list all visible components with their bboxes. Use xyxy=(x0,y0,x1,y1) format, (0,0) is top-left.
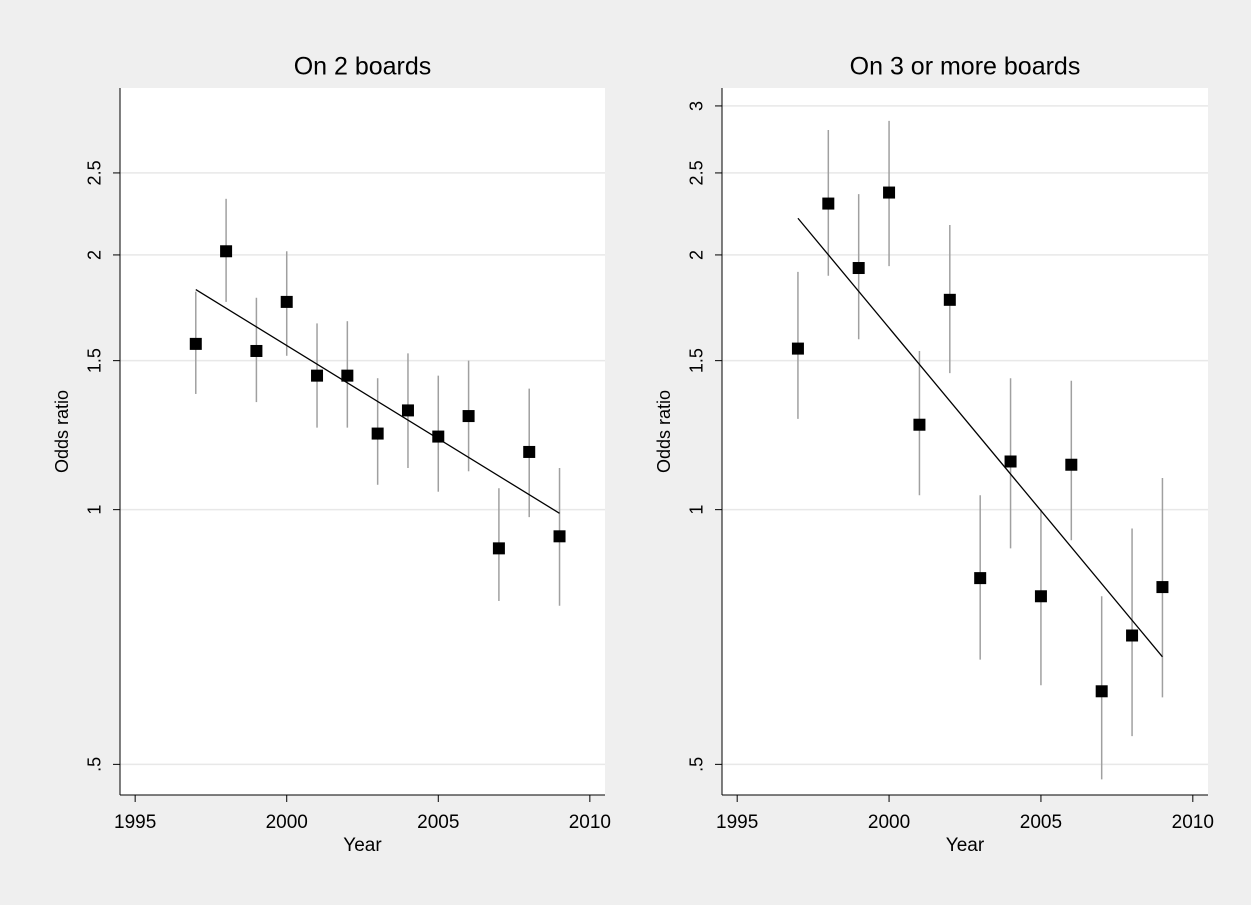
y-tick-label: 1.5 xyxy=(687,348,707,373)
marker xyxy=(1126,629,1139,642)
y-tick-label: 2.5 xyxy=(85,160,105,185)
plot-area xyxy=(120,88,605,795)
marker xyxy=(883,186,896,199)
marker xyxy=(1004,455,1017,468)
chart-title: On 3 or more boards xyxy=(850,53,1081,81)
x-tick-label: 2005 xyxy=(1020,812,1062,833)
x-tick-label: 1995 xyxy=(114,812,156,833)
marker xyxy=(280,295,293,308)
marker xyxy=(974,572,987,585)
marker xyxy=(432,430,445,443)
y-tick-label: .5 xyxy=(85,757,105,772)
marker xyxy=(822,197,835,210)
y-axis-label: Odds ratio xyxy=(52,390,72,473)
x-tick-label: 2010 xyxy=(569,812,611,833)
marker xyxy=(250,344,263,357)
marker xyxy=(1156,581,1169,594)
x-tick-label: 2005 xyxy=(417,812,459,833)
y-tick-label: 2 xyxy=(687,250,707,260)
y-tick-label: .5 xyxy=(687,757,707,772)
marker xyxy=(401,404,414,417)
marker xyxy=(943,293,956,306)
x-tick-label: 2000 xyxy=(266,812,308,833)
y-tick-label: 1 xyxy=(687,505,707,515)
x-tick-label: 2000 xyxy=(868,812,910,833)
y-tick-label: 3 xyxy=(687,101,707,111)
marker xyxy=(913,418,926,431)
y-tick-label: 2.5 xyxy=(687,160,707,185)
fit-line xyxy=(797,217,1163,658)
marker xyxy=(1065,458,1078,471)
x-tick-label: 1995 xyxy=(716,812,758,833)
y-tick-label: 2 xyxy=(85,250,105,260)
marker xyxy=(371,427,384,440)
marker xyxy=(492,542,505,555)
marker xyxy=(341,369,354,382)
marker xyxy=(311,369,324,382)
marker xyxy=(523,445,536,458)
plot-area xyxy=(722,88,1208,795)
x-axis-label: Year xyxy=(343,835,382,856)
marker xyxy=(189,337,202,350)
fit-line xyxy=(195,289,560,514)
x-axis-label: Year xyxy=(946,835,985,856)
marker xyxy=(553,530,566,543)
y-axis-label: Odds ratio xyxy=(654,390,674,473)
marker xyxy=(462,410,475,423)
marker xyxy=(1034,590,1047,603)
marker xyxy=(1095,685,1108,698)
marker xyxy=(791,342,804,355)
marker xyxy=(220,245,233,258)
chart-title: On 2 boards xyxy=(294,53,432,81)
y-tick-label: 1.5 xyxy=(85,348,105,373)
marker xyxy=(852,262,865,275)
x-tick-label: 2010 xyxy=(1172,812,1214,833)
y-tick-label: 1 xyxy=(85,505,105,515)
